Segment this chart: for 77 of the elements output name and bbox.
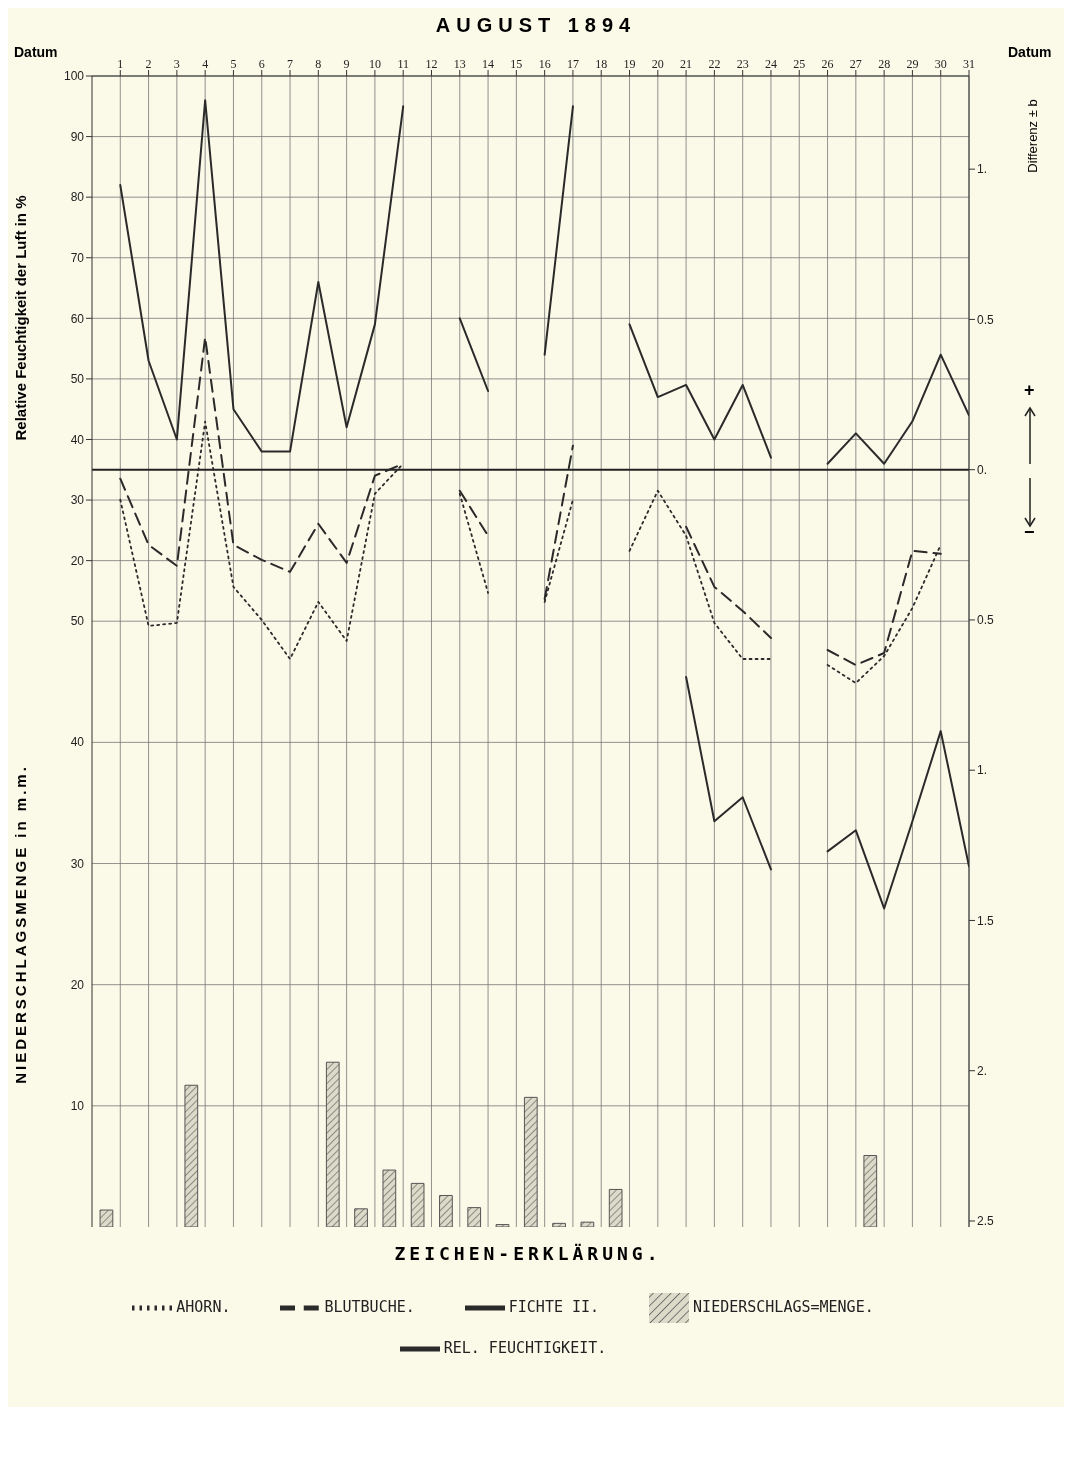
x-tick-label: 19 [623, 57, 636, 71]
y-tick-label: 30 [70, 493, 85, 508]
x-tick-label: 31 [963, 57, 975, 71]
bar [410, 1182, 425, 1227]
x-tick-label: 21 [680, 57, 693, 71]
x-tick-label: 4 [202, 57, 209, 71]
y2-tick-label: 0. [977, 462, 988, 477]
legend-label: NIEDERSCHLAGS=MENGE. [693, 1298, 874, 1316]
y2-axis-title: Differenz ± b [1024, 99, 1040, 173]
x-tick-label: 2 [145, 57, 152, 71]
bar [467, 1207, 482, 1227]
y2-tick-label: 0.5 [977, 312, 995, 327]
bar [184, 1084, 199, 1227]
x-tick-label: 3 [173, 57, 180, 71]
x-axis-title: Datum [14, 44, 58, 60]
x-tick-label: 16 [538, 57, 551, 71]
bar [608, 1188, 623, 1227]
x-tick-label: 17 [566, 57, 579, 71]
x-tick-label: 24 [764, 57, 777, 71]
x-tick-label: 26 [821, 57, 834, 71]
x-tick-label: 8 [315, 57, 322, 71]
bar [523, 1096, 538, 1227]
y2-tick-label: 1.5 [977, 913, 995, 928]
y-tick-label: 70 [70, 251, 85, 265]
x-tick-label: 11 [397, 57, 409, 71]
bar [439, 1195, 453, 1227]
bar [382, 1169, 397, 1227]
y2-tick-label: 2. [977, 1063, 988, 1078]
y3-tick-label: 10 [69, 1097, 84, 1114]
y-tick-label: 40 [70, 432, 85, 447]
x-tick-label: 15 [510, 57, 523, 71]
y-tick-label: 100 [63, 69, 85, 84]
bar [580, 1221, 595, 1227]
y2-tick-label: 1. [977, 162, 988, 177]
y3-axis-title: NIEDERSCHLAGSMENGE in m.m. [11, 764, 29, 1084]
x-tick-label: 27 [849, 57, 862, 71]
y2-tick-label: 1. [977, 763, 988, 778]
bar [863, 1155, 878, 1227]
bar [552, 1222, 566, 1227]
legend-title: ZEICHEN-ERKLÄRUNG. [393, 1243, 663, 1264]
x-tick-label: 13 [453, 57, 466, 71]
x-tick-label: 5 [230, 57, 237, 71]
bar [354, 1208, 368, 1227]
y2-tick-label: 2.5 [977, 1214, 995, 1229]
x-tick-label: 18 [595, 57, 608, 71]
y-tick-label: 50 [70, 372, 85, 387]
x-tick-label: 10 [368, 57, 381, 71]
x-tick-label: 23 [736, 57, 749, 71]
x-tick-label: 20 [651, 57, 664, 71]
legend-label: REL. FEUCHTIGKEIT. [443, 1338, 607, 1357]
y2-tick-label: 0.5 [977, 613, 995, 628]
chart-title: AUGUST 1894 [434, 14, 638, 37]
text: − [1024, 521, 1035, 543]
bar [99, 1209, 114, 1227]
y-axis-title: Relative Feuchtigkeit der Luft in % [11, 195, 29, 441]
x-tick-label: 22 [708, 57, 721, 71]
y-tick-label: 60 [70, 311, 85, 326]
x-tick-label: 14 [482, 57, 495, 71]
x-tick-label: 30 [934, 57, 947, 71]
x-tick-label: 7 [287, 57, 294, 71]
x-tick-label: 25 [793, 57, 806, 71]
legend-label: AHORN. [176, 1298, 231, 1316]
bar [495, 1224, 510, 1227]
x-tick-label: 29 [906, 57, 919, 71]
x-tick-label: 28 [878, 57, 891, 71]
text: + [1024, 379, 1035, 401]
x-tick-label: 6 [258, 57, 265, 71]
legend-label: BLUTBUCHE. [324, 1298, 415, 1316]
x-tick-label: 1 [117, 57, 124, 71]
y-tick-label: 20 [70, 553, 85, 568]
legend-label: FICHTE II. [508, 1298, 600, 1316]
x-tick-label: 9 [343, 57, 350, 71]
y-tick-label: 80 [70, 190, 85, 205]
x-tick-label: 12 [425, 57, 438, 71]
bar [325, 1061, 340, 1227]
text: Datum [1008, 44, 1052, 60]
y-tick-label: 90 [70, 129, 85, 144]
